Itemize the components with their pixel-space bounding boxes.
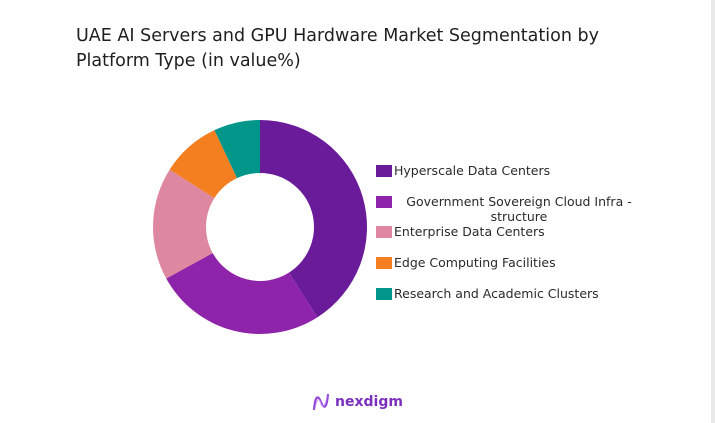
donut-slice [214,120,260,179]
legend-item: Government Sovereign Cloud Infra -struct… [376,194,644,224]
donut-slice [169,130,238,199]
legend-label: Hyperscale Data Centers [394,163,551,178]
legend-swatch [376,226,392,238]
legend-swatch [376,165,392,177]
legend-item: Edge Computing Facilities [376,255,556,270]
nexdigm-logo: nexdigm [312,392,403,412]
donut-slice [260,120,367,318]
legend-swatch [376,196,392,208]
legend-label: Enterprise Data Centers [394,224,545,239]
legend-item: Enterprise Data Centers [376,224,545,239]
legend-label: Government Sovereign Cloud Infra -struct… [406,194,632,224]
legend-swatch [376,288,392,300]
donut-slice [166,253,318,334]
legend-item: Hyperscale Data Centers [376,163,550,178]
chart-title: UAE AI Servers and GPU Hardware Market S… [76,26,599,71]
legend-label: Research and Academic Clusters [394,286,599,301]
logo-text: nexdigm [335,394,403,410]
legend-swatch [376,257,392,269]
legend-item: Research and Academic Clusters [376,286,599,301]
donut-slice [152,169,215,279]
logo-mark-icon [313,393,329,411]
window-edge [711,0,715,423]
legend-label: Edge Computing Facilities [394,255,556,270]
